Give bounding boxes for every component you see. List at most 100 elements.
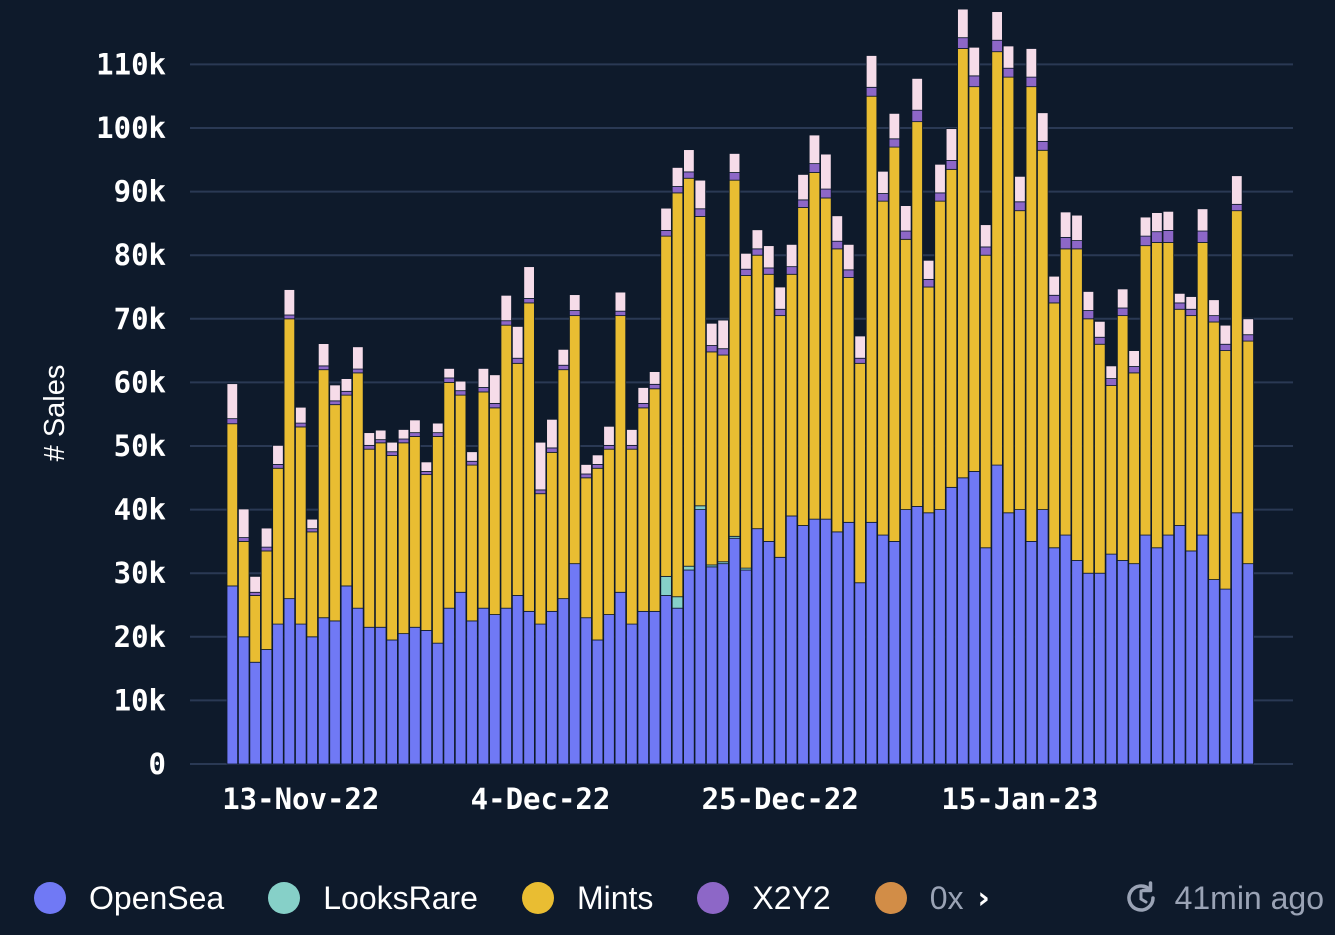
bar-segment-blur[interactable] [591, 454, 604, 465]
bar-segment-blur[interactable] [831, 215, 843, 242]
bar-segment-opensea[interactable] [979, 547, 992, 765]
bar-segment-blur[interactable] [420, 461, 433, 472]
bar-segment-blur[interactable] [489, 374, 501, 404]
bar-segment-mints[interactable] [820, 197, 832, 520]
bar-segment-blur[interactable] [1082, 291, 1095, 311]
bar-segment-x2y2[interactable] [626, 444, 638, 450]
bar-segment-opensea[interactable] [1082, 572, 1095, 765]
bar-segment-opensea[interactable] [683, 569, 695, 765]
bar-segment-opensea[interactable] [466, 620, 478, 765]
bar-segment-mints[interactable] [694, 216, 707, 507]
bar-segment-x2y2[interactable] [374, 439, 387, 444]
bar-segment-opensea[interactable] [226, 585, 239, 765]
bar-segment-opensea[interactable] [911, 506, 923, 765]
bar-segment-x2y2[interactable] [306, 528, 318, 533]
bar-segment-x2y2[interactable] [523, 298, 535, 304]
bar-segment-x2y2[interactable] [420, 471, 433, 476]
bar-segment-x2y2[interactable] [283, 314, 296, 320]
bar-segment-x2y2[interactable] [979, 246, 992, 256]
bar-segment-mints[interactable] [249, 595, 261, 663]
bar-segment-mints[interactable] [968, 86, 980, 472]
bar-segment-opensea[interactable] [397, 633, 410, 765]
bar-segment-opensea[interactable] [843, 521, 855, 765]
bar-segment-blur[interactable] [843, 243, 855, 271]
bar-segment-mints[interactable] [500, 324, 512, 609]
bar-segment-x2y2[interactable] [249, 591, 261, 596]
bar-segment-x2y2[interactable] [432, 432, 444, 437]
bar-segment-opensea[interactable] [934, 509, 946, 765]
bar-segment-opensea[interactable] [1025, 541, 1038, 765]
bar-segment-mints[interactable] [706, 351, 718, 566]
bar-segment-blur[interactable] [1071, 214, 1083, 241]
bar-segment-blur[interactable] [660, 207, 672, 231]
legend-item-x2y2[interactable]: X2Y2 [697, 880, 831, 917]
bar-segment-x2y2[interactable] [1037, 140, 1049, 151]
bar-segment-opensea[interactable] [1105, 553, 1117, 765]
bar-segment-opensea[interactable] [808, 518, 821, 765]
bar-segment-mints[interactable] [1242, 340, 1254, 565]
bar-segment-x2y2[interactable] [1151, 231, 1163, 243]
bar-segment-mints[interactable] [1059, 248, 1072, 536]
bar-segment-opensea[interactable] [717, 563, 729, 765]
bar-segment-opensea[interactable] [386, 639, 398, 765]
bar-segment-x2y2[interactable] [671, 186, 684, 194]
bar-segment-opensea[interactable] [546, 610, 558, 765]
bar-segment-x2y2[interactable] [329, 400, 341, 406]
bar-segment-blur[interactable] [763, 245, 775, 269]
bar-segment-x2y2[interactable] [352, 368, 364, 374]
bar-segment-x2y2[interactable] [785, 266, 798, 275]
legend-item-looksrare[interactable]: LooksRare [268, 880, 478, 917]
bar-segment-opensea[interactable] [888, 541, 901, 765]
bar-segment-blur[interactable] [694, 179, 707, 210]
bar-segment-x2y2[interactable] [694, 208, 707, 217]
bar-segment-mints[interactable] [534, 493, 547, 625]
bar-segment-looksrare[interactable] [671, 596, 684, 609]
bar-segment-opensea[interactable] [1002, 512, 1015, 765]
bar-segment-opensea[interactable] [1151, 547, 1163, 765]
bar-segment-blur[interactable] [352, 346, 364, 370]
bar-segment-x2y2[interactable] [272, 464, 284, 469]
bar-segment-mints[interactable] [626, 448, 638, 625]
bar-segment-opensea[interactable] [785, 515, 798, 765]
bar-segment-blur[interactable] [683, 149, 695, 173]
bar-segment-opensea[interactable] [774, 556, 786, 765]
bar-segment-opensea[interactable] [1071, 560, 1083, 765]
bar-segment-mints[interactable] [991, 51, 1003, 466]
bar-segment-blur[interactable] [945, 128, 958, 161]
bar-segment-x2y2[interactable] [843, 269, 855, 278]
bar-segment-mints[interactable] [1185, 315, 1197, 552]
bar-segment-blur[interactable] [1242, 318, 1254, 336]
bar-segment-looksrare[interactable] [683, 565, 695, 571]
bar-segment-mints[interactable] [546, 451, 558, 612]
bar-segment-mints[interactable] [1139, 245, 1152, 536]
bar-segment-mints[interactable] [363, 448, 375, 628]
bar-segment-blur[interactable] [911, 77, 923, 111]
bar-segment-mints[interactable] [660, 235, 672, 577]
bar-segment-x2y2[interactable] [1094, 336, 1106, 345]
bar-segment-x2y2[interactable] [591, 464, 604, 469]
bar-segment-blur[interactable] [991, 11, 1003, 41]
bar-segment-x2y2[interactable] [534, 489, 547, 495]
bar-segment-opensea[interactable] [443, 607, 455, 765]
bar-segment-mints[interactable] [489, 407, 501, 615]
bar-segment-blur[interactable] [934, 163, 946, 194]
bar-segment-mints[interactable] [831, 248, 843, 533]
bar-segment-blur[interactable] [888, 112, 901, 140]
bar-segment-opensea[interactable] [922, 512, 935, 765]
bar-segment-x2y2[interactable] [706, 345, 718, 353]
bar-segment-mints[interactable] [283, 318, 296, 600]
bar-segment-blur[interactable] [511, 326, 524, 359]
bar-segment-mints[interactable] [957, 48, 969, 479]
bar-segment-x2y2[interactable] [1208, 315, 1220, 323]
bar-segment-x2y2[interactable] [1116, 307, 1129, 317]
bar-segment-mints[interactable] [340, 394, 353, 587]
bar-segment-blur[interactable] [1014, 175, 1026, 203]
bar-segment-mints[interactable] [1094, 343, 1106, 574]
bar-segment-blur[interactable] [728, 153, 741, 173]
bar-segment-opensea[interactable] [511, 595, 524, 765]
bar-segment-opensea[interactable] [831, 531, 843, 765]
bar-segment-blur[interactable] [1048, 275, 1060, 296]
bar-segment-opensea[interactable] [1139, 534, 1152, 765]
bar-segment-opensea[interactable] [854, 582, 866, 765]
bar-segment-mints[interactable] [911, 121, 923, 507]
